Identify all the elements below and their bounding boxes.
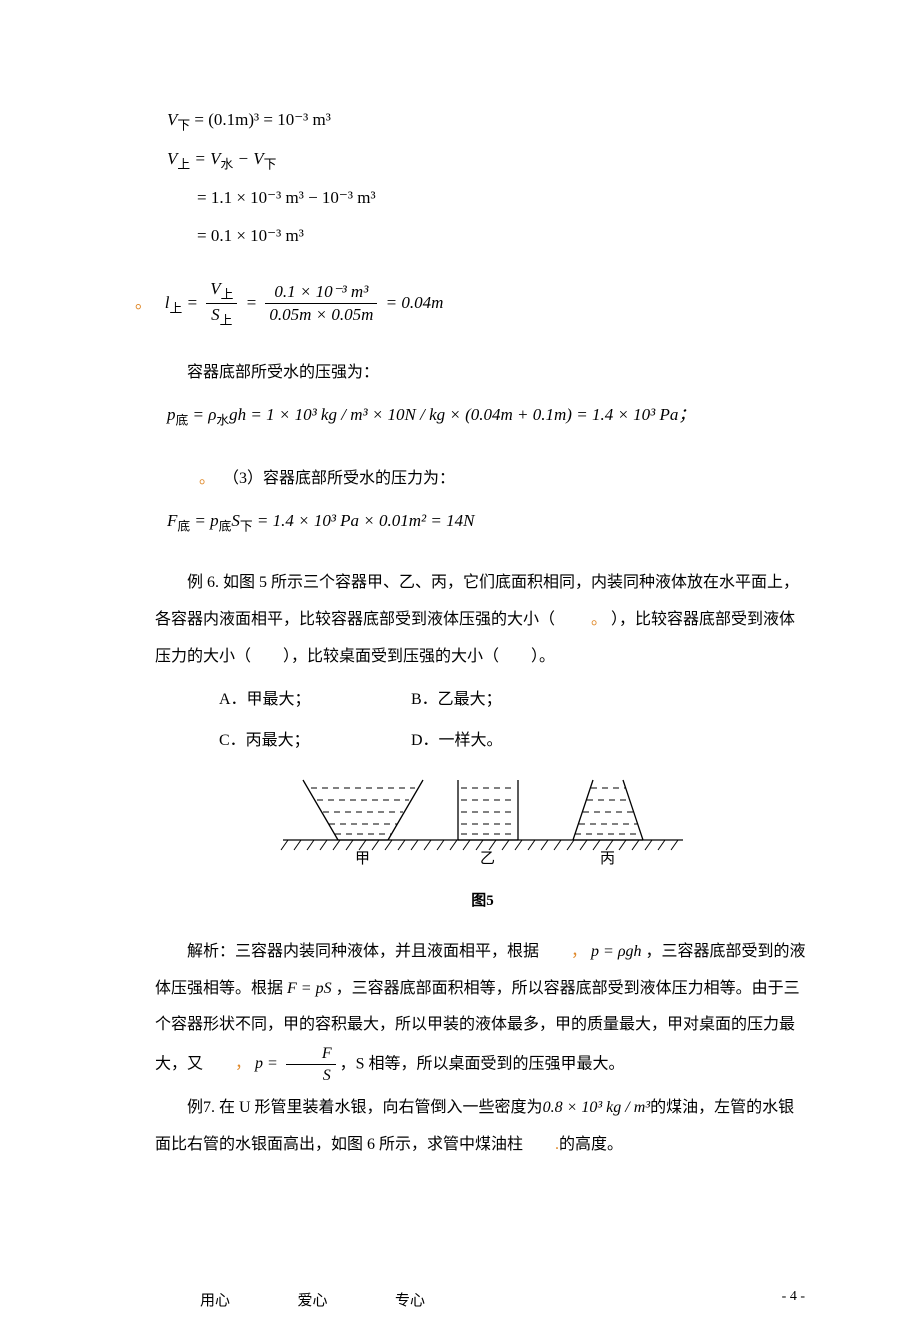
option-d: D．一样大。 [411, 732, 503, 749]
footer-motto-2: 爱心 [298, 1293, 328, 1309]
page-footer: 用心 爱心 专心 - 4 - [0, 1229, 920, 1330]
formula-f-bottom: F底 = p底S下 = 1.4 × 10³ Pa × 0.01m² = 14N [167, 503, 810, 540]
p-bottom-text: 容器底部所受水的压强为： [155, 354, 810, 392]
label-jia: 甲 [355, 851, 370, 865]
label-bing: 丙 [600, 851, 615, 865]
example7-question: 例7. 在 U 形管里装着水银，向右管倒入一些密度为0.8 × 10³ kg /… [155, 1090, 810, 1164]
q3-text: 。 （3）容器底部所受水的压力为： [135, 460, 810, 498]
formula-v-down: V下 = (0.1m)³ = 10⁻³ m³ V上 = V水 − V下 = 1.… [167, 102, 810, 254]
formula-l-up: 。 l上 = V上 S上 = 0.1 × 10⁻³ m³ 0.05m × 0.0… [135, 279, 810, 329]
page-number: - 4 - [782, 1289, 805, 1305]
option-c: C．丙最大； [187, 722, 407, 760]
footer-motto-1: 用心 [200, 1293, 230, 1309]
footer-motto-3: 专心 [395, 1293, 425, 1309]
figure-5: 甲 乙 丙 图5 [155, 770, 810, 918]
accent-dot-3: 。 [555, 602, 611, 639]
figure-5-caption: 图5 [155, 883, 810, 919]
accent-dot-6: . [523, 1127, 559, 1164]
example6-question: 例 6. 如图 5 所示三个容器甲、乙、丙，它们底面积相同，内装同种液体放在水平… [155, 565, 810, 675]
accent-dot-2: 。 [167, 460, 215, 498]
option-b: B．乙最大； [411, 691, 502, 708]
option-a: A．甲最大； [187, 681, 407, 719]
label-yi: 乙 [480, 851, 495, 865]
formula-p-bottom: p底 = ρ水gh = 1 × 10³ kg / m³ × 10N / kg ×… [167, 397, 810, 434]
example6-analysis: 解析：三容器内装同种液体，并且液面相平，根据， p = ρgh ，三容器底部受到… [155, 934, 810, 1086]
accent-dot-1: 。 [135, 285, 152, 321]
accent-dot-5: ， [203, 1046, 251, 1083]
options-block: A．甲最大； B．乙最大； C．丙最大； D．一样大。 [155, 681, 810, 761]
accent-dot-4: ， [539, 934, 587, 971]
